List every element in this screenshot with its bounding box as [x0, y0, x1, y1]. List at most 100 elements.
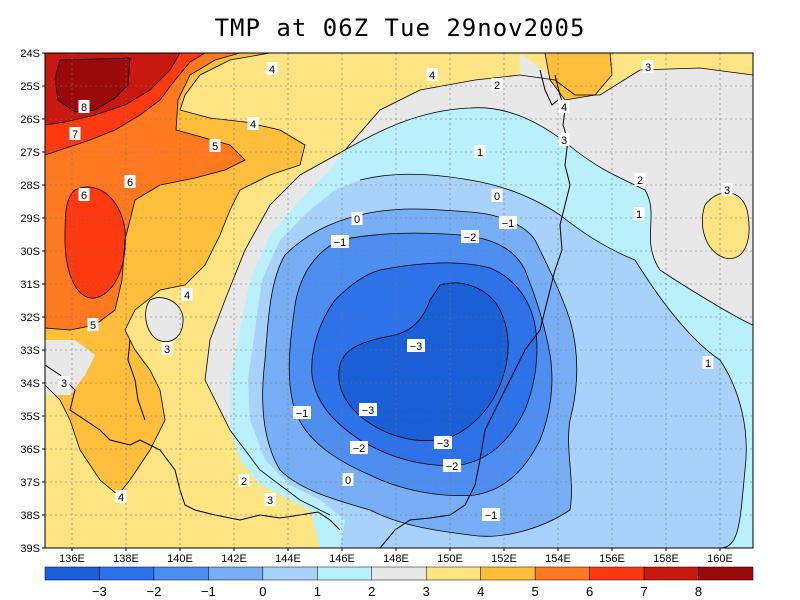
contour-label-bg: [461, 230, 479, 243]
lat-tick-label: 28S: [20, 180, 40, 192]
lat-tick-label: 33S: [20, 345, 40, 357]
contour-label-bg: [331, 235, 349, 248]
lat-tick-label: 31S: [20, 279, 40, 291]
lon-tick-label: 142E: [221, 553, 247, 565]
contour-label-bg: [238, 474, 250, 487]
colorbar-label: −2: [147, 584, 162, 599]
contour-label-bg: [642, 60, 654, 73]
contour-label-bg: [443, 459, 461, 472]
contour-label: 3: [561, 135, 567, 147]
colorbar-label: 1: [314, 584, 321, 599]
contour-label: −1: [502, 218, 515, 230]
contour-label: 3: [724, 185, 730, 197]
contour-label-bg: [266, 62, 278, 75]
contour-label-bg: [702, 356, 714, 369]
contour-label-bg: [161, 342, 173, 355]
contour-label-bg: [491, 78, 503, 91]
contour-label: 3: [645, 62, 651, 74]
contour-label-bg: [78, 188, 90, 201]
colorbar-label: 0: [259, 584, 266, 599]
contour-label: 1: [705, 358, 711, 370]
contour-label-bg: [634, 173, 646, 186]
lon-tick-label: 138E: [113, 553, 139, 565]
colorbar: −3 −2 −1 0 1 2 3 4 5 6 7 8: [44, 566, 754, 599]
band-2-3-island: [145, 297, 184, 342]
contour-label: 0: [345, 475, 351, 487]
lon-tick-label: 154E: [545, 553, 571, 565]
colorbar-swatch: [44, 566, 100, 581]
contour-label: −1: [334, 237, 347, 249]
longitude-axis: 136E 138E 140E 142E 144E 146E 148E 150E 152E 154E…: [59, 548, 733, 565]
contour-label-bg: [209, 139, 221, 152]
contour-label-bg: [434, 436, 452, 449]
lat-tick-label: 35S: [20, 411, 40, 423]
colorbar-label: 6: [586, 584, 593, 599]
contour-label-bg: [264, 493, 276, 506]
contour-label-bg: [482, 508, 500, 521]
lat-tick-label: 29S: [20, 213, 40, 225]
band-3-4-east: [702, 192, 750, 259]
contour-label-bg: [633, 207, 645, 220]
contour-label-bg: [78, 100, 90, 113]
colorbar-label: 3: [423, 584, 430, 599]
contour-label: −2: [464, 232, 477, 244]
lat-tick-label: 39S: [20, 543, 40, 555]
contour-label: 7: [72, 129, 78, 141]
contour-label: 0: [354, 214, 360, 226]
contour-label: −3: [410, 341, 423, 353]
contour-label: 2: [241, 476, 247, 488]
band-6-7-b: [65, 186, 126, 299]
contour-label: 1: [477, 147, 483, 159]
contour-label: −1: [485, 510, 498, 522]
band-2-3-west: [45, 340, 95, 395]
contour-label: −3: [437, 438, 450, 450]
contour-label-bg: [350, 441, 368, 454]
contour-label-bg: [87, 318, 99, 331]
colorbar-label: 4: [477, 584, 484, 599]
contour-label: 2: [494, 80, 500, 92]
colorbar-swatch: [99, 566, 155, 581]
contour-label: 4: [184, 290, 190, 302]
colorbar-swatch: [317, 566, 373, 581]
colorbar-swatch: [262, 566, 318, 581]
contour-label: 4: [429, 70, 435, 82]
map-title: TMP at 06Z Tue 29nov2005: [214, 14, 586, 42]
contour-label: 3: [61, 378, 67, 390]
lat-tick-label: 27S: [20, 147, 40, 159]
contour-label: 4: [561, 102, 567, 114]
lon-tick-label: 160E: [707, 553, 733, 565]
map-frame: [44, 52, 754, 549]
contour-label: 6: [127, 177, 133, 189]
contour-label: −1: [296, 408, 309, 420]
contour-label-bg: [474, 145, 486, 158]
contour-label: 4: [250, 119, 256, 131]
colorbar-label: 8: [695, 584, 702, 599]
lat-tick-label: 30S: [20, 246, 40, 258]
contour-label: 1: [636, 209, 642, 221]
contour-label-bg: [407, 339, 425, 352]
contour-label: 4: [118, 492, 124, 504]
contour-label: 4: [269, 64, 275, 76]
lat-tick-label: 26S: [20, 114, 40, 126]
lon-tick-label: 146E: [329, 553, 355, 565]
contour-label: 3: [164, 344, 170, 356]
lon-tick-label: 152E: [491, 553, 517, 565]
colorbar-label: 7: [640, 584, 647, 599]
colorbar-swatch: [425, 566, 481, 581]
contour-label-bg: [558, 133, 570, 146]
contour-label-bg: [115, 490, 127, 503]
contour-label-bg: [351, 212, 363, 225]
contour-label: −2: [446, 461, 459, 473]
colorbar-label: −1: [201, 584, 216, 599]
lon-tick-label: 148E: [383, 553, 409, 565]
contour-label: 5: [90, 320, 96, 332]
lat-tick-label: 24S: [20, 48, 40, 60]
colorbar-swatch: [534, 566, 590, 581]
lon-tick-label: 144E: [275, 553, 301, 565]
contour-label-bg: [426, 68, 438, 81]
contour-label: 0: [494, 191, 500, 203]
colorbar-label: −3: [92, 584, 107, 599]
colorbar-swatch: [698, 566, 754, 581]
contour-label-bg: [124, 175, 136, 188]
contour-label-bg: [342, 473, 354, 486]
